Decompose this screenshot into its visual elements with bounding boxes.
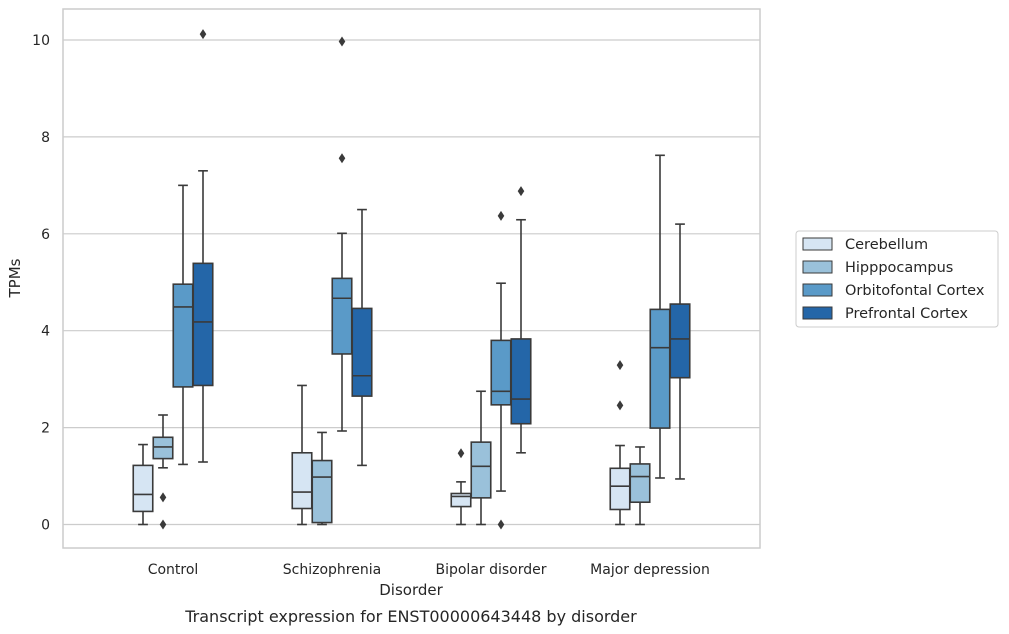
iqr-box (172, 283, 194, 388)
box-prefrontal-cortex (351, 208, 373, 467)
outlier-point (199, 29, 207, 40)
box-cerebellum (132, 443, 154, 526)
x-tick-label: Major depression (590, 562, 710, 578)
iqr-box (331, 277, 353, 355)
iqr-box (470, 441, 492, 499)
outlier-point (616, 400, 624, 411)
plot-background (63, 9, 760, 548)
figure-caption: Transcript expression for ENST0000064344… (184, 607, 637, 626)
iqr-box (152, 436, 174, 460)
outlier-point (457, 448, 465, 459)
iqr-box (510, 338, 532, 425)
y-tick-labels: 0 2 4 6 8 10 (32, 33, 50, 534)
iqr-box (629, 463, 651, 504)
box-prefrontal-cortex (510, 186, 532, 454)
iqr-box (450, 492, 472, 508)
iqr-box (291, 451, 313, 510)
iqr-box (490, 339, 512, 406)
y-tick-label: 2 (41, 421, 50, 437)
box-orbitofontal-cortex (331, 36, 353, 432)
iqr-box (609, 467, 631, 511)
box-hipppocampus (311, 431, 333, 526)
outlier-point (338, 153, 346, 164)
iqr-box (649, 308, 671, 429)
box-orbitofontal-cortex (649, 154, 671, 479)
y-tick-label: 0 (41, 518, 50, 534)
x-tick-labels: Control Schizophrenia Bipolar disorder Majo… (148, 562, 710, 578)
outlier-point (159, 492, 167, 503)
outlier-point (497, 519, 505, 530)
legend-swatch (802, 237, 833, 251)
legend-label: Orbitofontal Cortex (845, 283, 985, 299)
x-axis-title: Disorder (379, 581, 443, 599)
legend-label: Prefrontal Cortex (845, 306, 968, 322)
y-tick-label: 8 (41, 130, 50, 146)
y-axis-title: TPMs (6, 258, 24, 298)
box-prefrontal-cortex (669, 223, 691, 480)
outlier-point (616, 360, 624, 371)
plot-frame (62, 8, 761, 549)
y-tick-label: 4 (41, 324, 50, 340)
iqr-box (669, 303, 691, 379)
box-hipppocampus (470, 390, 492, 526)
y-tick-label: 10 (32, 33, 50, 49)
box-prefrontal-cortex (192, 29, 214, 463)
x-tick-label: Schizophrenia (283, 562, 381, 578)
legend: Cerebellum Hipppocampus Orbitofontal Corte… (795, 230, 999, 328)
box-hipppocampus (629, 446, 651, 526)
iqr-box (132, 464, 154, 513)
outlier-point (497, 210, 505, 221)
legend-items: Cerebellum Hipppocampus Orbitofontal Corte… (802, 237, 985, 322)
y-tick-label: 6 (41, 227, 50, 243)
x-tick-label: Control (148, 562, 199, 578)
iqr-box (351, 307, 373, 397)
legend-label: Cerebellum (845, 237, 928, 253)
outlier-point (159, 519, 167, 530)
box-groups (132, 29, 691, 530)
legend-swatch (802, 283, 833, 297)
box-cerebellum (450, 448, 472, 526)
iqr-box (192, 262, 214, 387)
legend-swatch (802, 260, 833, 274)
x-tick-label: Bipolar disorder (435, 562, 546, 578)
box-hipppocampus (152, 414, 174, 530)
legend-label: Hipppocampus (845, 260, 953, 276)
iqr-box (311, 459, 333, 524)
outlier-point (338, 36, 346, 47)
legend-swatch (802, 306, 833, 320)
legend-frame (795, 230, 999, 328)
outlier-point (517, 186, 525, 197)
